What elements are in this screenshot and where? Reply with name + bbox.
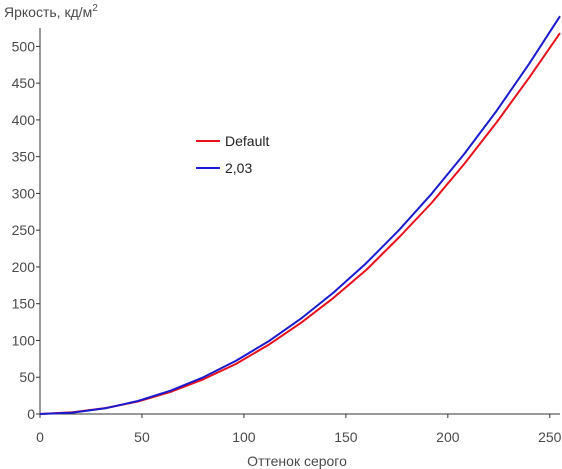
x-tick-label: 250 — [538, 429, 562, 445]
y-tick-label: 400 — [12, 112, 36, 128]
x-tick-label: 150 — [334, 429, 358, 445]
y-tick-label: 300 — [12, 185, 36, 201]
legend-label: Default — [225, 133, 269, 149]
y-tick-label: 500 — [12, 38, 36, 54]
x-tick-label: 200 — [436, 429, 460, 445]
x-tick-label: 0 — [36, 429, 44, 445]
svg-text:Яркость, кд/м2: Яркость, кд/м2 — [4, 3, 98, 20]
x-tick-label: 100 — [232, 429, 256, 445]
series-layer — [39, 15, 561, 415]
y-tick-label: 200 — [12, 259, 36, 275]
series-line-1 — [39, 32, 561, 415]
y-axis-title: Яркость, кд/м2 — [4, 3, 98, 20]
y-tick-label: 100 — [12, 332, 36, 348]
y-tick-label: 50 — [19, 369, 35, 385]
y-axis-title-main: Яркость, кд/м — [4, 4, 92, 20]
y-axis-title-superscript: 2 — [92, 3, 98, 14]
y-tick-label: 450 — [12, 75, 36, 91]
y-tick-label: 350 — [12, 149, 36, 165]
series-line-2 — [39, 15, 561, 415]
y-ticks: 0 50 100 150 200 250 300 350 400 450 500 — [12, 38, 40, 422]
y-tick-label: 250 — [12, 222, 36, 238]
x-axis-title: Оттенок серого — [247, 453, 347, 469]
axes — [39, 28, 560, 415]
y-tick-label: 0 — [27, 406, 35, 422]
legend-label: 2,03 — [225, 160, 252, 176]
x-ticks: 0 50 100 150 200 250 — [36, 414, 562, 445]
y-tick-label: 150 — [12, 296, 36, 312]
x-tick-label: 50 — [134, 429, 150, 445]
legend: Default 2,03 — [196, 133, 269, 176]
